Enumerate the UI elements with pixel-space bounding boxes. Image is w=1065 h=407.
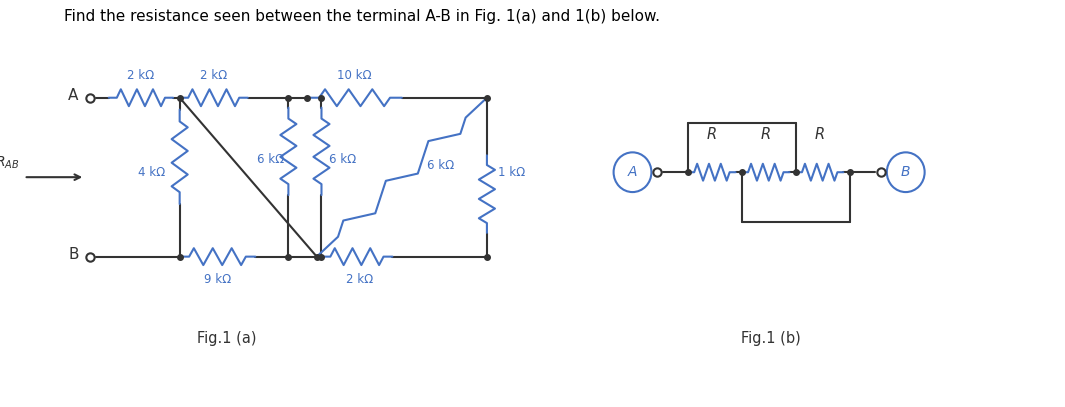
- Text: R: R: [815, 127, 824, 142]
- Text: B: B: [901, 165, 911, 179]
- Text: 2 kΩ: 2 kΩ: [346, 273, 373, 286]
- Text: 4 kΩ: 4 kΩ: [138, 166, 165, 179]
- Text: 6 kΩ: 6 kΩ: [329, 153, 357, 166]
- Text: 6 kΩ: 6 kΩ: [258, 153, 284, 166]
- Text: 10 kΩ: 10 kΩ: [338, 69, 372, 82]
- Text: 9 kΩ: 9 kΩ: [203, 273, 231, 286]
- Text: Find the resistance seen between the terminal A-B in Fig. 1(a) and 1(b) below.: Find the resistance seen between the ter…: [64, 9, 660, 24]
- Text: A: A: [627, 165, 637, 179]
- Text: B: B: [68, 247, 79, 262]
- Text: Fig.1 (b): Fig.1 (b): [740, 330, 801, 346]
- Text: $R_{AB}$: $R_{AB}$: [0, 155, 19, 171]
- Text: 2 kΩ: 2 kΩ: [128, 69, 154, 82]
- Text: A: A: [68, 88, 79, 103]
- Text: 2 kΩ: 2 kΩ: [200, 69, 227, 82]
- Text: R: R: [707, 127, 717, 142]
- Text: Fig.1 (a): Fig.1 (a): [197, 330, 257, 346]
- Text: 6 kΩ: 6 kΩ: [427, 159, 455, 172]
- Text: 1 kΩ: 1 kΩ: [498, 166, 525, 179]
- Text: R: R: [760, 127, 771, 142]
